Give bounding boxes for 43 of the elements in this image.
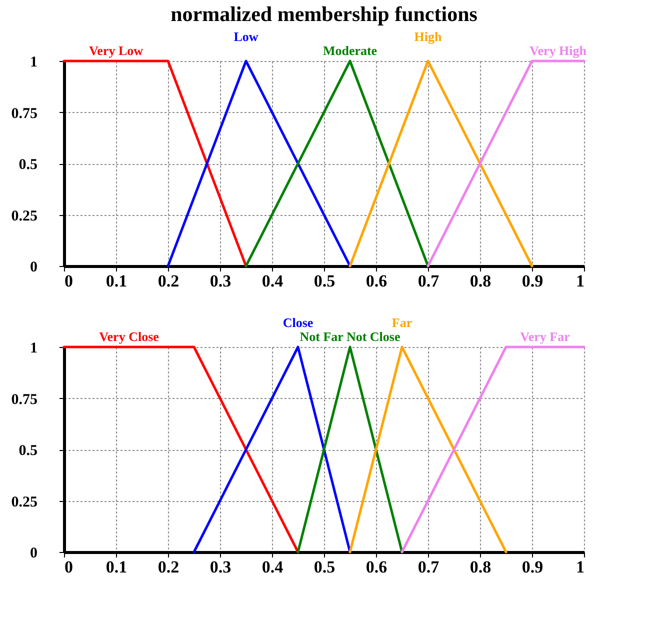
x-tick-label: 0.1 bbox=[106, 272, 128, 290]
x-tick-label: 0.5 bbox=[314, 272, 336, 290]
x-tick-label: 0.6 bbox=[366, 558, 388, 576]
series-label: Very High bbox=[530, 43, 588, 58]
x-tick-label: 0.4 bbox=[262, 558, 284, 576]
y-tick-label: 0.75 bbox=[11, 392, 38, 408]
series-label: Far bbox=[392, 315, 412, 330]
y-tick-label: 1 bbox=[30, 340, 38, 356]
x-tick-label: 0.2 bbox=[158, 272, 180, 290]
y-tick-label: 1 bbox=[30, 54, 38, 70]
x-tick-label: 0.3 bbox=[210, 272, 232, 290]
x-tick-label: 0.7 bbox=[418, 558, 440, 576]
y-tick-label: 0.75 bbox=[11, 106, 38, 122]
y-tick-label: 0 bbox=[30, 260, 38, 276]
x-tick-label: 0 bbox=[64, 272, 73, 290]
series-label: Very Low bbox=[88, 43, 144, 58]
series-label: High bbox=[414, 29, 442, 44]
x-tick-label: 0.3 bbox=[210, 558, 232, 576]
x-tick-label: 1 bbox=[576, 558, 584, 576]
x-tick-label: 0.2 bbox=[158, 558, 180, 576]
x-tick-label: 0 bbox=[64, 558, 73, 576]
series-label: Very Close bbox=[99, 329, 160, 344]
x-tick-label: 0.1 bbox=[106, 558, 128, 576]
y-tick-label: 0 bbox=[30, 546, 38, 562]
x-tick-label: 0.4 bbox=[262, 272, 284, 290]
series-label: Moderate bbox=[322, 43, 378, 58]
chart-title: normalized membership functions bbox=[170, 2, 478, 26]
x-tick-label: 0.9 bbox=[522, 272, 544, 290]
x-tick-label: 1 bbox=[576, 272, 584, 290]
y-tick-label: 0.5 bbox=[18, 443, 38, 459]
x-tick-label: 0.7 bbox=[418, 272, 440, 290]
series-label: Low bbox=[234, 29, 259, 44]
series-label: Not Far Not Close bbox=[300, 329, 400, 344]
x-tick-label: 0.9 bbox=[522, 558, 544, 576]
x-tick-label: 0.8 bbox=[470, 272, 492, 290]
y-tick-label: 0.5 bbox=[18, 157, 38, 173]
y-tick-label: 0.25 bbox=[11, 208, 38, 224]
series-label: Close bbox=[282, 315, 314, 330]
series-label: Very Far bbox=[520, 329, 570, 344]
x-tick-label: 0.8 bbox=[470, 558, 492, 576]
y-tick-label: 0.25 bbox=[11, 494, 38, 510]
x-tick-label: 0.5 bbox=[314, 558, 336, 576]
x-tick-label: 0.6 bbox=[366, 272, 388, 290]
